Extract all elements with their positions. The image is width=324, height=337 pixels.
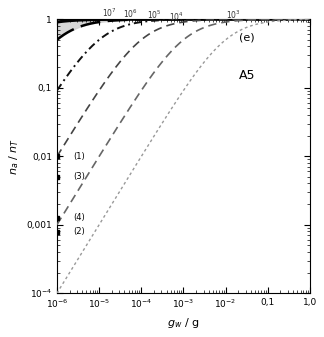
Text: $10^{7}$: $10^{7}$	[102, 7, 117, 19]
Text: $10^{4}$: $10^{4}$	[169, 11, 184, 23]
Text: $10^{5}$: $10^{5}$	[146, 8, 161, 21]
Text: A5: A5	[239, 68, 256, 82]
X-axis label: $g_w$ / g: $g_w$ / g	[167, 316, 200, 330]
Text: (1): (1)	[74, 152, 86, 161]
Text: (3): (3)	[74, 172, 86, 181]
Text: $10^{6}$: $10^{6}$	[123, 7, 138, 20]
Y-axis label: $n_a$ / $n_T$: $n_a$ / $n_T$	[7, 137, 21, 175]
Text: (2): (2)	[74, 227, 86, 236]
Text: $10^{3}$: $10^{3}$	[226, 9, 240, 21]
Text: (e): (e)	[239, 33, 255, 43]
Text: (4): (4)	[74, 213, 86, 222]
